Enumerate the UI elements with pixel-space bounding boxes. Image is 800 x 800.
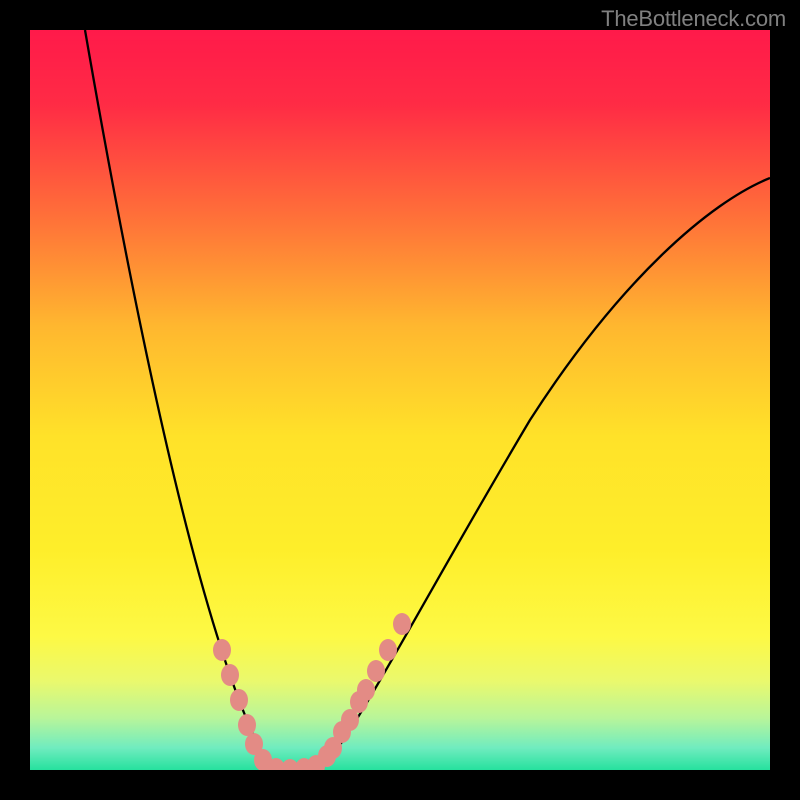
- marker-point: [213, 639, 231, 661]
- marker-point: [393, 613, 411, 635]
- marker-point: [221, 664, 239, 686]
- plot-area: [30, 30, 770, 770]
- chart-container: TheBottleneck.com: [0, 0, 800, 800]
- marker-point: [367, 660, 385, 682]
- marker-point: [379, 639, 397, 661]
- marker-point: [230, 689, 248, 711]
- watermark-text: TheBottleneck.com: [601, 6, 786, 32]
- gradient-background: [30, 30, 770, 770]
- marker-point: [357, 679, 375, 701]
- marker-point: [238, 714, 256, 736]
